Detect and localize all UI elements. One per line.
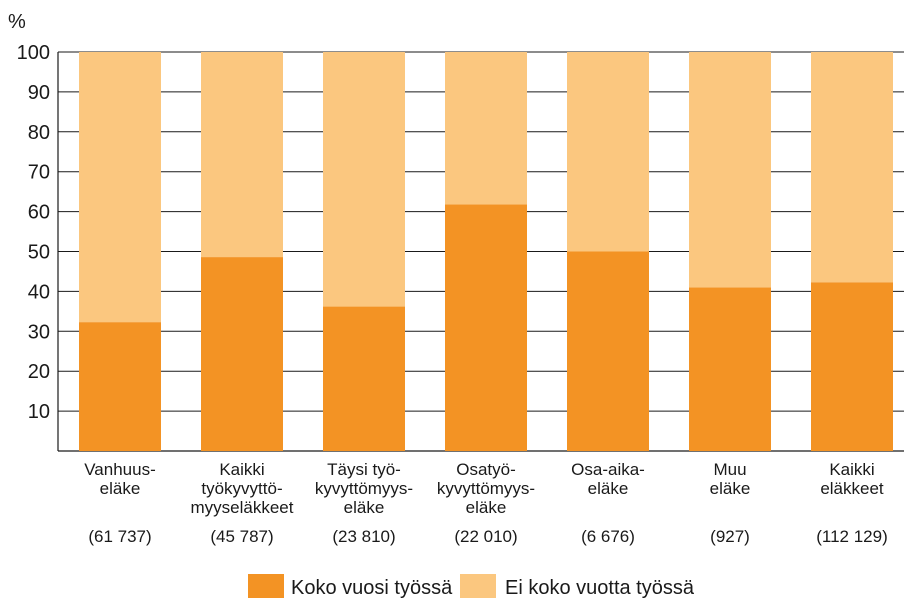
y-tick-labels: 10 20 30 40 50 60 70 80 90 100 (17, 42, 50, 423)
legend-swatch (460, 574, 496, 598)
x-category-label: Vanhuus- (84, 460, 156, 479)
x-category-count: (112 129) (816, 527, 888, 546)
bar-segment-koko-vuosi (79, 322, 161, 451)
y-tick-label: 40 (28, 281, 50, 303)
y-tick-label: 10 (28, 401, 50, 423)
x-category-label: Kaikki (219, 460, 264, 479)
x-category-label: Osatyö- (456, 460, 516, 479)
x-category-label: työkyvyttö- (201, 479, 282, 498)
legend: Koko vuosi työssä Ei koko vuotta työssä (248, 574, 695, 599)
x-category-label: eläke (100, 479, 141, 498)
y-axis-label: % (8, 11, 26, 33)
y-tick-label: 70 (28, 162, 50, 184)
x-category-label: eläke (710, 479, 751, 498)
bar-segment-koko-vuosi (201, 257, 283, 451)
bar-segment-ei-koko-vuotta (689, 52, 771, 288)
x-category-label: eläkkeet (820, 479, 884, 498)
bar-segment-koko-vuosi (445, 204, 527, 451)
x-category-label: eläke (466, 498, 507, 517)
legend-swatch (248, 574, 284, 598)
y-tick-label: 80 (28, 122, 50, 144)
y-tick-label: 50 (28, 242, 50, 264)
bar-segment-koko-vuosi (811, 282, 893, 451)
x-category-label: myyseläkkeet (191, 498, 294, 517)
x-category-count: (927) (710, 527, 750, 546)
x-category-labels: Vanhuus-eläke(61 737)Kaikkityökyvyttö-my… (84, 460, 888, 546)
x-category-label: kyvyttömyys- (315, 479, 413, 498)
legend-label: Koko vuosi työssä (291, 577, 453, 599)
x-category-count: (6 676) (581, 527, 635, 546)
y-tick-label: 90 (28, 82, 50, 104)
bar-segment-ei-koko-vuotta (79, 52, 161, 323)
x-category-count: (23 810) (332, 527, 395, 546)
legend-label: Ei koko vuotta työssä (505, 577, 695, 599)
y-tick-label: 30 (28, 321, 50, 343)
bar-segment-ei-koko-vuotta (445, 52, 527, 205)
bar-segment-ei-koko-vuotta (201, 52, 283, 258)
x-category-count: (61 737) (88, 527, 151, 546)
bar-segment-koko-vuosi (689, 287, 771, 451)
x-category-label: eläke (588, 479, 629, 498)
bars (79, 52, 893, 451)
y-tick-label: 100 (17, 42, 50, 64)
bar-segment-ei-koko-vuotta (323, 52, 405, 307)
x-category-label: Täysi työ- (327, 460, 401, 479)
x-category-count: (45 787) (210, 527, 273, 546)
bar-segment-koko-vuosi (323, 306, 405, 451)
x-category-label: kyvyttömyys- (437, 479, 535, 498)
bar-segment-ei-koko-vuotta (811, 52, 893, 283)
y-tick-label: 60 (28, 202, 50, 224)
y-tick-label: 20 (28, 361, 50, 383)
x-category-label: Kaikki (829, 460, 874, 479)
bar-segment-koko-vuosi (567, 251, 649, 451)
bar-segment-ei-koko-vuotta (567, 52, 649, 252)
x-category-label: eläke (344, 498, 385, 517)
x-category-label: Muu (713, 460, 746, 479)
x-category-label: Osa-aika- (571, 460, 645, 479)
x-category-count: (22 010) (454, 527, 517, 546)
